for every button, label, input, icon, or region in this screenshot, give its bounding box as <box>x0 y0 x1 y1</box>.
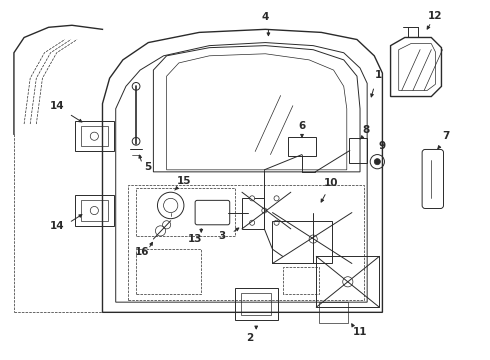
Text: 7: 7 <box>442 131 449 141</box>
Text: 4: 4 <box>262 12 269 22</box>
Text: 15: 15 <box>177 176 191 186</box>
Text: 16: 16 <box>135 247 149 257</box>
Text: 14: 14 <box>49 221 64 231</box>
Text: 5: 5 <box>145 162 152 172</box>
Text: 14: 14 <box>49 101 64 111</box>
Text: 1: 1 <box>375 70 382 80</box>
Circle shape <box>343 277 353 287</box>
Text: 13: 13 <box>188 234 202 244</box>
Circle shape <box>249 196 255 201</box>
Circle shape <box>249 220 255 225</box>
Text: 10: 10 <box>324 178 339 188</box>
Text: 2: 2 <box>246 333 254 343</box>
Circle shape <box>374 159 380 165</box>
Text: 8: 8 <box>363 125 370 135</box>
Circle shape <box>262 208 267 213</box>
Circle shape <box>274 220 279 225</box>
Text: 11: 11 <box>353 327 368 337</box>
Text: 6: 6 <box>298 121 306 131</box>
Circle shape <box>274 196 279 201</box>
Text: 9: 9 <box>379 141 386 152</box>
Text: 3: 3 <box>218 231 225 241</box>
Circle shape <box>309 235 317 243</box>
Text: 12: 12 <box>428 11 442 21</box>
